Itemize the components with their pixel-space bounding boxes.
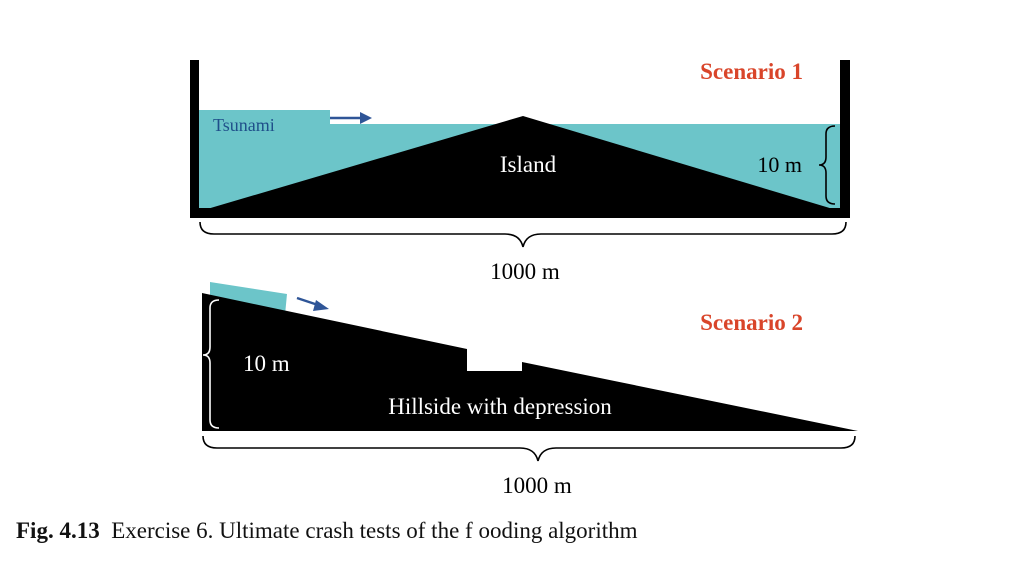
scenario-1: Scenario 1 Tsunami Island 10 m 1000 m	[190, 59, 850, 284]
scenario-1-island-label: Island	[500, 152, 557, 177]
scenario-2-height-label: 10 m	[243, 351, 290, 376]
scenario-1-tank-bottom	[190, 208, 850, 218]
scenario-1-tsunami-label: Tsunami	[213, 115, 275, 135]
scenario-2-hillside	[202, 293, 858, 431]
scenario-1-left-wall	[190, 60, 199, 218]
scenario-2-slope-label: Hillside with depression	[388, 394, 612, 419]
scenario-1-tsunami-wave	[197, 110, 330, 126]
scenario-1-depth-label: 10 m	[757, 152, 802, 177]
scenario-1-width-label: 1000 m	[490, 259, 560, 284]
scenario-1-flow-arrow-icon	[330, 112, 372, 124]
scenario-2-title: Scenario 2	[700, 310, 803, 335]
scenario-1-right-wall	[840, 60, 850, 218]
scenario-2-flow-arrow-icon	[296, 296, 329, 311]
caption-text: Exercise 6. Ultimate crash tests of the …	[111, 518, 638, 543]
scenario-1-island	[197, 116, 843, 212]
scenario-2: Scenario 2 10 m Hillside with depression…	[202, 282, 858, 498]
scenario-2-width-brace	[202, 435, 856, 462]
scenario-2-height-brace	[202, 299, 220, 429]
figure-caption: Fig. 4.13 Exercise 6. Ultimate crash tes…	[16, 518, 638, 544]
figure-number: Fig. 4.13	[16, 518, 100, 543]
scenario-1-width-brace	[199, 221, 847, 248]
scenario-1-title: Scenario 1	[700, 59, 803, 84]
scenario-2-water-block	[210, 282, 287, 315]
scenario-2-width-label: 1000 m	[502, 473, 572, 498]
scenario-1-depth-brace	[818, 125, 836, 205]
